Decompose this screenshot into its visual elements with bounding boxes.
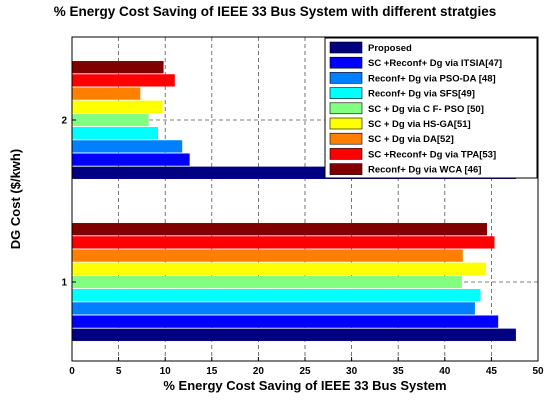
bar bbox=[71, 302, 475, 315]
legend-swatch bbox=[329, 132, 363, 145]
x-tick-label: 50 bbox=[532, 366, 544, 377]
bar bbox=[71, 289, 481, 302]
x-tick-label: 10 bbox=[160, 366, 172, 377]
legend-label: SC + Dg via C F- PSO [50] bbox=[368, 104, 484, 115]
legend-label: SC +Reconf+ Dg via ITSIA[47] bbox=[368, 58, 502, 69]
bar bbox=[71, 61, 164, 74]
x-axis-ticks: 0 5 10 15 20 25 30 35 40 45 50 bbox=[69, 357, 544, 377]
legend-label: Reconf+ Dg via SFS[49] bbox=[368, 89, 475, 100]
x-tick-label: 30 bbox=[346, 366, 358, 377]
bar bbox=[71, 140, 183, 153]
legend-label: SC + Dg via HS-GA[51] bbox=[368, 119, 471, 130]
legend: Proposed SC +Reconf+ Dg via ITSIA[47] Reco… bbox=[324, 37, 538, 179]
bar bbox=[71, 87, 141, 100]
bar bbox=[71, 153, 190, 166]
x-tick-label: 45 bbox=[486, 366, 498, 377]
bar bbox=[71, 223, 487, 236]
bar bbox=[71, 74, 175, 87]
x-tick-label: 0 bbox=[69, 366, 75, 377]
legend-label: SC +Reconf+ Dg via TPA[53] bbox=[368, 149, 496, 160]
bar bbox=[71, 236, 495, 249]
bar bbox=[71, 249, 463, 262]
bar bbox=[71, 315, 499, 328]
legend-swatch bbox=[329, 148, 363, 160]
legend-swatch bbox=[329, 72, 363, 84]
y-axis-label: DG Cost ($/kwh) bbox=[8, 149, 23, 249]
x-tick-label: 20 bbox=[253, 366, 265, 377]
chart-title: % Energy Cost Saving of IEEE 33 Bus Syst… bbox=[54, 4, 497, 19]
legend-label: SC + Dg via DA[52] bbox=[368, 134, 454, 145]
legend-swatch bbox=[329, 56, 363, 69]
x-tick-label: 5 bbox=[116, 366, 122, 377]
x-axis-label: % Energy Cost Saving of IEEE 33 Bus Syst… bbox=[163, 378, 446, 393]
x-tick-label: 25 bbox=[299, 366, 311, 377]
bar bbox=[71, 113, 149, 127]
legend-label: Reconf+ Dg via PSO-DA [48] bbox=[368, 73, 496, 84]
bar bbox=[71, 328, 516, 341]
bar bbox=[71, 127, 158, 140]
legend-swatch bbox=[329, 117, 363, 130]
x-tick-label: 35 bbox=[393, 366, 405, 377]
legend-swatch bbox=[329, 41, 363, 54]
bar bbox=[71, 100, 163, 113]
x-tick-label: 15 bbox=[206, 366, 218, 377]
legend-swatch bbox=[329, 102, 363, 115]
y-tick-label: 2 bbox=[61, 116, 67, 127]
x-tick-label: 40 bbox=[439, 366, 451, 377]
legend-swatch bbox=[329, 87, 363, 99]
y-tick-label: 1 bbox=[61, 278, 67, 289]
legend-items: Proposed SC +Reconf+ Dg via ITSIA[47] Reco… bbox=[329, 41, 502, 176]
legend-swatch bbox=[329, 163, 363, 175]
bars bbox=[71, 61, 516, 341]
y-axis-ticks: 12 bbox=[61, 116, 76, 289]
bar bbox=[71, 275, 462, 289]
legend-label: Reconf+ Dg via WCA [46] bbox=[368, 165, 481, 176]
legend-label: Proposed bbox=[368, 43, 412, 54]
bar bbox=[71, 262, 487, 275]
